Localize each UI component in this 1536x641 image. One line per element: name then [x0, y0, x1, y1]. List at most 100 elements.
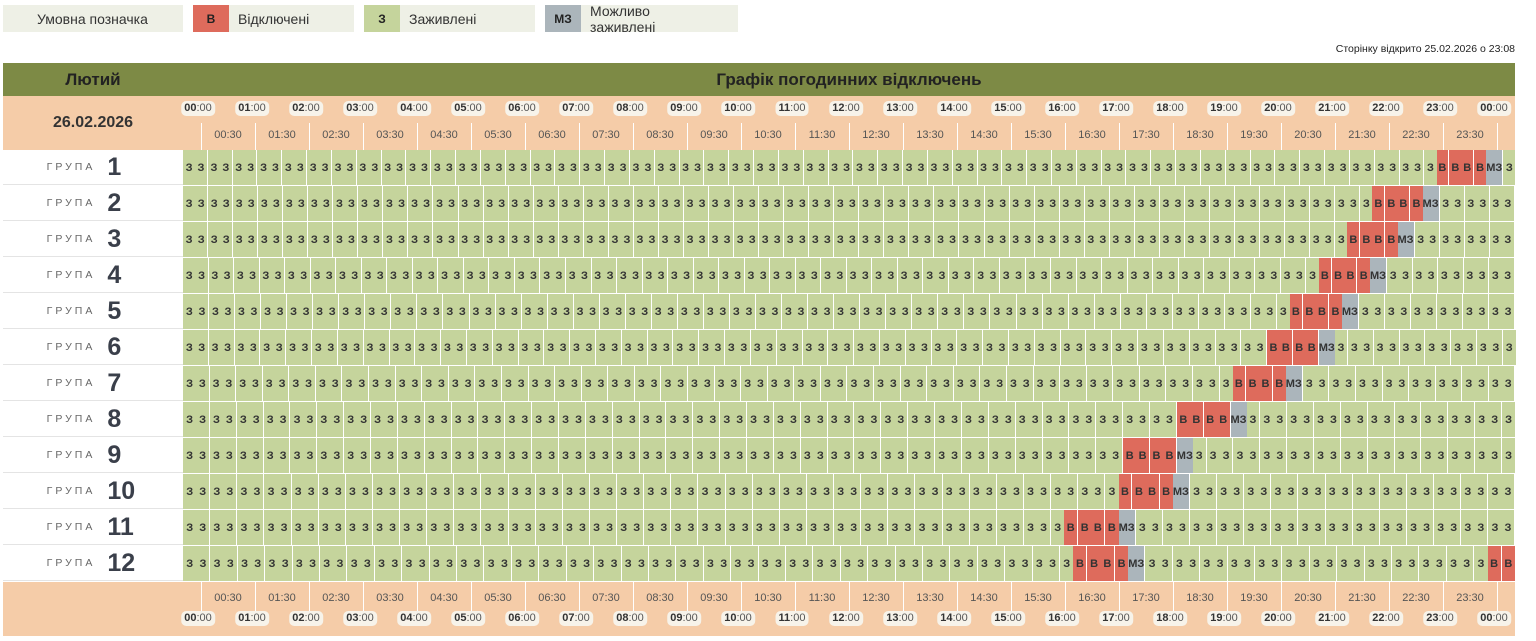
hour-label: 15:00: [991, 611, 1025, 626]
slot-cell: З: [833, 258, 847, 293]
slot-cell: З: [719, 258, 732, 293]
slot-cell: З: [828, 330, 841, 365]
slot-cell: З: [247, 294, 262, 329]
slot-cell: З: [272, 258, 286, 293]
slot-cell: З: [1412, 330, 1426, 365]
slot-cell: З: [1197, 186, 1210, 221]
slot-cell: З: [1219, 366, 1233, 401]
slot-cell: В: [1461, 150, 1475, 185]
slot-cell: З: [903, 150, 916, 185]
half-hour-label: 00:30: [214, 592, 242, 604]
slot-cell: В: [1329, 294, 1342, 329]
slot-cell: З: [451, 438, 465, 473]
hour-label-hour: 23: [1426, 102, 1439, 114]
slot-cell: З: [596, 222, 609, 257]
slot-cell: З: [834, 474, 848, 509]
slot-cell: З: [545, 438, 560, 473]
slot-cell: З: [1474, 546, 1488, 581]
slot-cell: З: [308, 222, 321, 257]
slot-cell: З: [1255, 258, 1268, 293]
slot-cell: З: [1172, 222, 1185, 257]
slot-cell: З: [977, 546, 992, 581]
slot-cell: З: [195, 222, 209, 257]
slot-cell: З: [1096, 222, 1110, 257]
half-hour-label: 18:30: [1186, 129, 1214, 141]
slot-cell: З: [1373, 330, 1387, 365]
slot-cell: З: [1184, 186, 1198, 221]
slot-cell: З: [865, 150, 879, 185]
slot-cell: З: [872, 294, 887, 329]
slot-cell: З: [488, 366, 502, 401]
slot-cell: В: [1149, 438, 1164, 473]
slot-cell: З: [1411, 150, 1425, 185]
slot-cell: З: [1189, 510, 1204, 545]
slot-cell: З: [468, 150, 481, 185]
slot-cell: З: [1213, 150, 1226, 185]
slot-cell: З: [886, 294, 900, 329]
hour-label: 08:00: [613, 101, 647, 116]
slot-cell: З: [234, 258, 247, 293]
slot-cell: З: [935, 438, 949, 473]
slot-cell: З: [318, 474, 332, 509]
slot-cell: З: [1439, 222, 1452, 257]
slot-cell: З: [318, 510, 332, 545]
slot-cell: З: [454, 474, 468, 509]
slot-cell: З: [846, 222, 860, 257]
hour-label-hour: 21: [1318, 612, 1331, 624]
slot-cell: З: [1409, 366, 1423, 401]
group-word: ГРУПА: [46, 557, 96, 569]
slot-cell: З: [671, 510, 685, 545]
slot-cell: З: [313, 294, 326, 329]
group-number: 4: [107, 260, 122, 289]
slot-cell: З: [356, 150, 369, 185]
hour-label: 00:00: [1477, 611, 1511, 626]
hour-label-minutes: :00: [520, 102, 536, 114]
slot-cell: З: [525, 546, 540, 581]
slot-cell: З: [1227, 546, 1241, 581]
legend-label-off: Відключені: [238, 10, 310, 27]
slot-cell: З: [508, 510, 522, 545]
slot-cell: З: [1073, 330, 1087, 365]
slot-cell: З: [276, 402, 291, 437]
slot-cell: З: [1475, 438, 1489, 473]
hour-label-hour: 19: [1210, 102, 1223, 114]
hour-label-hour: 02: [292, 612, 305, 624]
slot-cell: З: [308, 186, 321, 221]
slot-cell: З: [1176, 510, 1190, 545]
slot-cell: З: [345, 510, 360, 545]
hour-label: 20:00: [1261, 611, 1295, 626]
slot-cell: З: [1217, 510, 1231, 545]
slot-cell: З: [760, 402, 774, 437]
slot-cell: З: [1432, 546, 1447, 581]
half-hour-label: 03:30: [376, 592, 404, 604]
slot-cell: З: [548, 474, 563, 509]
slot-cell: З: [424, 402, 438, 437]
slot-cell: З: [1176, 330, 1190, 365]
slot-cell: З: [413, 510, 428, 545]
slot-cell: З: [821, 258, 834, 293]
slot-cell: З: [420, 222, 434, 257]
slot-cell: З: [501, 366, 515, 401]
slot-cell: З: [517, 150, 531, 185]
slot-cell: З: [1384, 294, 1398, 329]
slot-cell: З: [361, 258, 375, 293]
legend-swatch-off: В: [193, 5, 229, 32]
slot-cell: З: [975, 402, 989, 437]
slot-cell: З: [861, 474, 875, 509]
slot-cell: З: [1034, 186, 1047, 221]
slot-cell: З: [821, 222, 835, 257]
slot-cell: З: [263, 402, 277, 437]
slot-cell: З: [633, 186, 647, 221]
slot-cell: З: [860, 294, 873, 329]
slot-cell: З: [1349, 150, 1363, 185]
slot-cell: З: [317, 402, 331, 437]
half-hour-label: 16:30: [1078, 129, 1106, 141]
slot-cell: З: [572, 438, 586, 473]
slot-cell: З: [733, 402, 748, 437]
legend-heading: Умовна позначка: [3, 5, 183, 32]
slot-cell: З: [560, 294, 574, 329]
slot-cell: З: [1380, 438, 1395, 473]
half-hour-label: 07:30: [592, 129, 620, 141]
half-hour-label: 05:30: [484, 129, 512, 141]
slot-cell: З: [820, 366, 834, 401]
